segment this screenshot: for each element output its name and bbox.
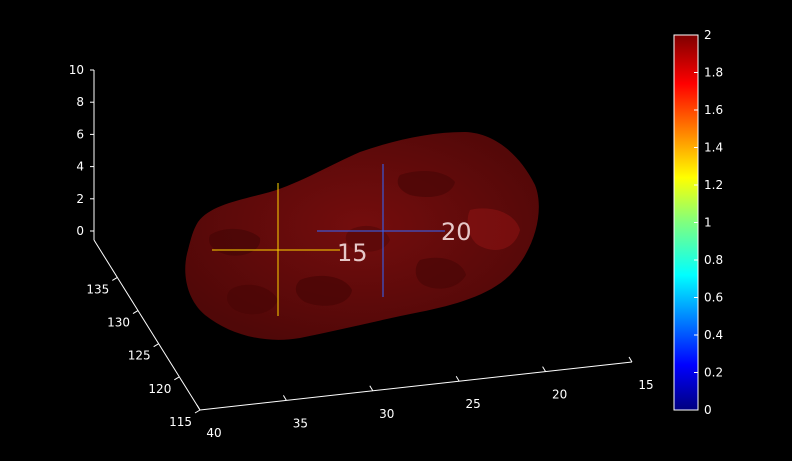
x-tick-label: 35 [293, 416, 308, 430]
colorbar-tick-label: 1.2 [704, 178, 723, 192]
y-tick [112, 276, 118, 281]
colorbar-tick-label: 1.6 [704, 103, 723, 117]
marker-15: 15 [212, 183, 368, 316]
colorbar-tick-label: 0.8 [704, 253, 723, 267]
colorbar-tick-label: 0 [704, 403, 712, 417]
colorbar-tick-label: 0.4 [704, 328, 723, 342]
marker-20: 20 [317, 164, 472, 297]
x-tick-label: 40 [206, 426, 221, 440]
colorbar-tick-label: 2 [704, 28, 712, 42]
y-axis-line [93, 239, 201, 411]
z-tick-label: 2 [76, 192, 84, 206]
surface-patch [415, 257, 466, 289]
y-tick [194, 409, 201, 414]
surface-patch [209, 228, 261, 256]
x-tick-label: 15 [638, 378, 653, 392]
z-tick-label: 6 [76, 127, 84, 141]
y-tick-label: 125 [128, 349, 151, 363]
z-tick-label: 0 [76, 224, 84, 238]
surface-patch [295, 275, 352, 306]
marker-20-label: 20 [441, 218, 472, 246]
colorbar-tick-label: 0.2 [704, 366, 723, 380]
colorbar-tick-label: 1 [704, 216, 712, 230]
x-tick [455, 375, 460, 382]
surface-patch [467, 208, 520, 250]
colorbar-tick-label: 1.8 [704, 66, 723, 80]
surface-patch [345, 225, 390, 252]
x-tick [369, 385, 374, 392]
x-axis-line [199, 361, 633, 411]
x-tick [282, 395, 287, 401]
y-tick-label: 115 [169, 415, 192, 429]
z-tick-label: 10 [69, 63, 84, 77]
y-tick-label: 135 [86, 282, 109, 296]
x-tick-label: 20 [552, 388, 567, 402]
x-tick [628, 356, 633, 363]
colorbar: 2 1.8 1.6 1.4 1.2 1 0.8 0.6 0.4 0.2 0 [673, 28, 723, 417]
x-tick [542, 366, 547, 372]
y-tick [174, 376, 180, 381]
x-tick-label: 25 [466, 397, 481, 411]
surface-patch [397, 170, 455, 198]
y-tick-label: 130 [107, 316, 130, 330]
z-tick-label: 8 [76, 95, 84, 109]
colorbar-tick-label: 0.6 [704, 291, 723, 305]
marker-15-label: 15 [337, 239, 368, 267]
y-tick [132, 310, 139, 314]
x-tick-label: 30 [379, 407, 394, 421]
y-tick [153, 343, 159, 348]
x-tick [196, 404, 201, 411]
colorbar-tick-label: 1.4 [704, 141, 723, 155]
volume-surface [185, 132, 539, 340]
surface-patch [227, 284, 278, 315]
z-tick-label: 4 [76, 160, 84, 174]
y-tick-label: 120 [148, 382, 171, 396]
